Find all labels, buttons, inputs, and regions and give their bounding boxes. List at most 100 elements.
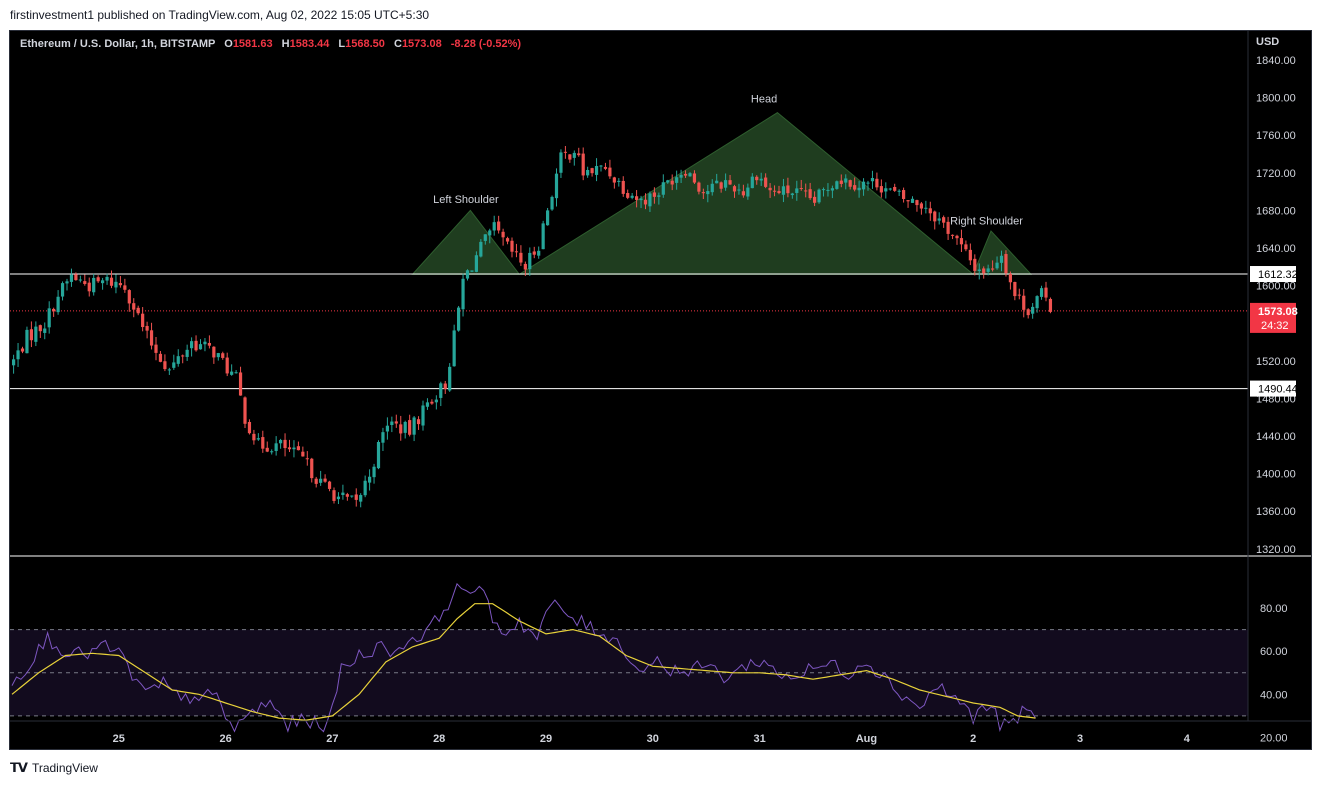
candle-body [127, 290, 131, 304]
candle-body [203, 341, 207, 345]
candle-body [839, 180, 843, 184]
chart-frame[interactable]: Left Shoulder Head Right Shoulder USD 1840.0… [9, 30, 1312, 750]
candle-body [995, 262, 999, 269]
candle-body [16, 350, 20, 360]
candle-body [399, 424, 403, 434]
price-tick-label: 1680.00 [1256, 205, 1296, 217]
candle-body [537, 250, 541, 256]
candle-body [875, 178, 879, 188]
level-badge [1250, 380, 1296, 397]
candle-body [857, 187, 861, 191]
high-label: H [281, 38, 290, 50]
time-tick-label: 29 [540, 733, 552, 745]
candle-body [790, 193, 794, 196]
candle-body [532, 251, 536, 255]
candle-body [381, 432, 385, 443]
candle-body [986, 268, 990, 272]
time-tick-label: 26 [219, 733, 231, 745]
candle-body [234, 372, 238, 374]
candle-body [897, 190, 901, 192]
level-badge-label: 1612.32 [1258, 269, 1298, 281]
low-value: 1568.50 [345, 38, 385, 50]
candle-body [884, 188, 888, 192]
candle-body [185, 349, 189, 357]
publisher-header: firstinvestment1 published on TradingVie… [10, 8, 430, 22]
candle-body [772, 190, 777, 192]
price-tick-label: 1440.00 [1256, 431, 1296, 443]
candle-body [991, 268, 995, 270]
candle-body [683, 173, 688, 176]
candle-body [719, 182, 723, 189]
candle-body [492, 222, 496, 231]
candle-body [808, 189, 812, 199]
candle-body [1048, 298, 1053, 312]
candle-body [87, 282, 91, 292]
candle-body [879, 186, 883, 193]
candle-body [982, 268, 986, 274]
candle-body [750, 176, 754, 189]
candle-body [1031, 306, 1035, 314]
candle-body [176, 356, 180, 364]
candle-body [675, 177, 679, 183]
chart-svg[interactable]: Left Shoulder Head Right Shoulder USD 1840.0… [10, 31, 1312, 750]
candle-body [292, 447, 296, 450]
candle-body [928, 208, 932, 214]
candle-body [724, 180, 728, 188]
candle-body [83, 281, 87, 284]
candle-body [216, 353, 220, 358]
candle-body [608, 167, 612, 177]
candle-body [581, 153, 585, 176]
candle-body [474, 255, 478, 272]
candle-body [599, 165, 603, 167]
candle-body [287, 447, 292, 450]
candle-body [964, 244, 968, 250]
candle-body [443, 383, 447, 389]
price-tick-label: 1360.00 [1256, 506, 1296, 518]
low-label: L [338, 38, 346, 50]
candle-body [715, 180, 719, 184]
pattern-annotation: Right Shoulder [950, 216, 1023, 228]
candle-body [661, 182, 665, 195]
candle-body [977, 269, 981, 272]
candle-body [835, 181, 839, 189]
candle-body [105, 276, 109, 281]
currency-label: USD [1256, 36, 1279, 48]
candle-body [626, 193, 630, 198]
price-tick-label: 1840.00 [1256, 55, 1296, 67]
candle-body [225, 357, 229, 374]
change-value: -8.28 (-0.52%) [450, 38, 522, 50]
candle-body [336, 496, 341, 500]
candle-body [933, 211, 937, 222]
candle-body [359, 495, 363, 502]
candle-body [670, 180, 674, 185]
candle-body [728, 180, 732, 185]
level-badge-label: 1490.44 [1258, 384, 1298, 396]
candle-body [238, 372, 243, 396]
pattern-annotation: Head [751, 93, 777, 105]
candle-body [861, 181, 866, 190]
high-value: 1583.44 [289, 38, 330, 50]
candle-body [1013, 281, 1017, 297]
footer: 𝗧𝗩 TradingView [10, 760, 98, 776]
candle-body [612, 177, 616, 183]
candle-body [34, 326, 38, 342]
candle-body [74, 274, 78, 281]
candle-body [817, 189, 821, 203]
candle-body [354, 494, 358, 500]
candle-body [844, 178, 848, 183]
candle-body [368, 476, 372, 483]
candle-body [158, 353, 163, 362]
candle-body [919, 203, 923, 209]
candle-body [319, 478, 323, 483]
candle-body [737, 189, 741, 191]
candle-body [550, 196, 554, 210]
candle-body [488, 230, 492, 236]
candle-body [385, 425, 389, 432]
candle-body [706, 191, 710, 195]
candle-body [666, 180, 670, 183]
candle-body [781, 186, 786, 195]
candle-body [416, 419, 421, 425]
candle-body [457, 307, 461, 331]
candle-body [65, 281, 69, 284]
candle-body [848, 180, 852, 187]
